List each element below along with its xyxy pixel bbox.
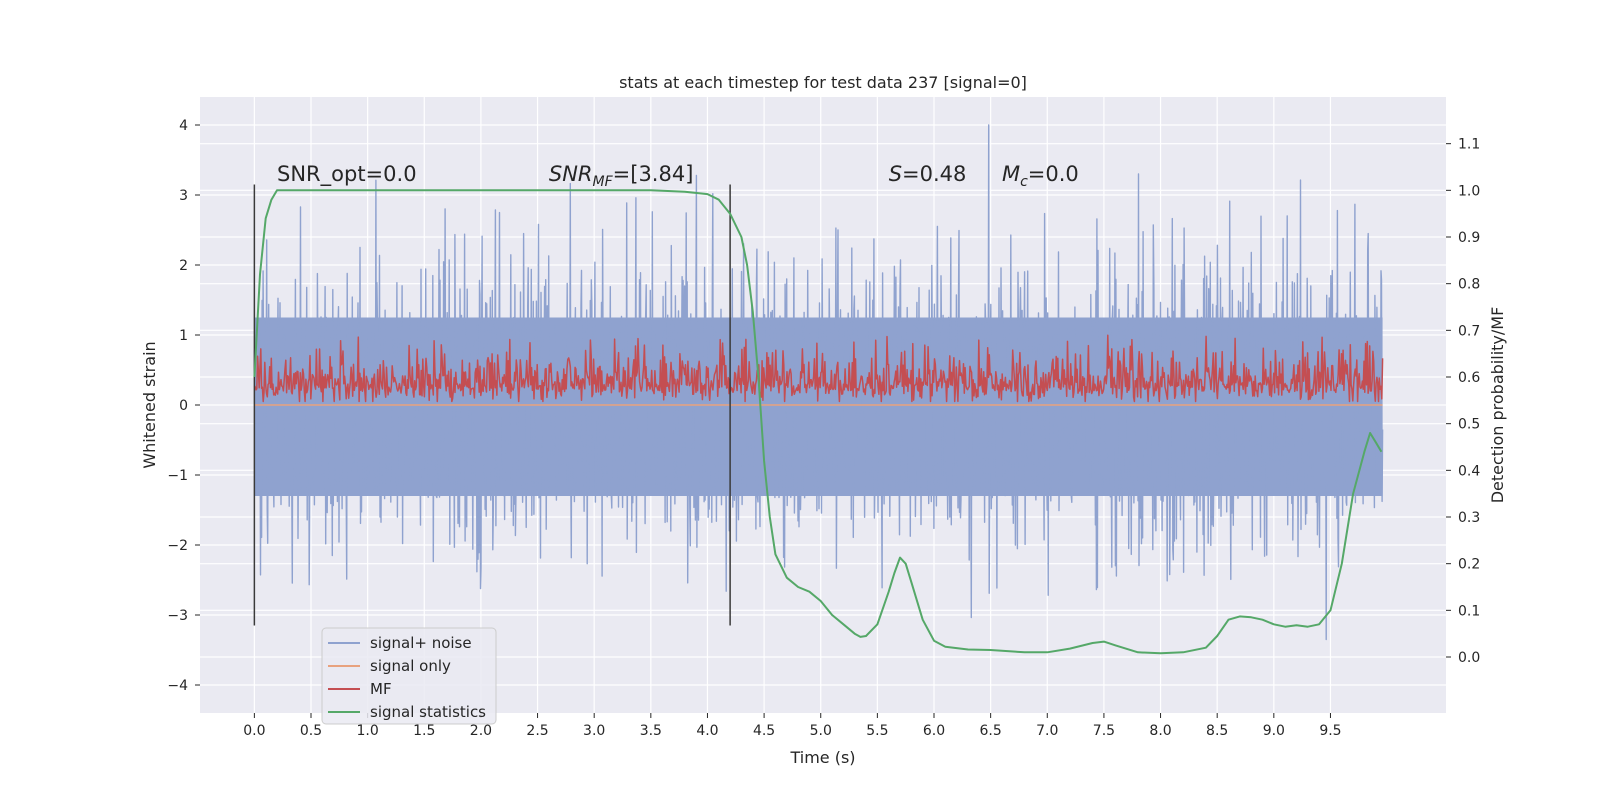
x-tick-label: 2.0: [470, 723, 492, 739]
legend: signal+ noise signal only MF signal statist…: [321, 627, 497, 725]
x-tick-label: 7.0: [1036, 723, 1058, 739]
y2-tick-label: 0.2: [1458, 557, 1480, 573]
y2-tick-label: 0.0: [1458, 650, 1480, 666]
chart-title: stats at each timestep for test data 237…: [619, 73, 1027, 92]
x-tick-label: 4.5: [753, 723, 775, 739]
x-tick-label: 0.0: [243, 723, 265, 739]
y2-tick-label: 0.8: [1458, 277, 1480, 293]
x-tick-label: 0.5: [300, 723, 322, 739]
y2-tick-label: 0.7: [1458, 323, 1480, 339]
y2-tick-label: 0.5: [1458, 417, 1480, 433]
y-tick-label: −2: [167, 538, 188, 554]
y-axis-ticks: −4 −3 −2 −1 0 1 2 3 4: [167, 118, 200, 694]
y2-tick-label: 0.6: [1458, 370, 1480, 386]
x-tick-label: 1.5: [413, 723, 435, 739]
x-tick-label: 5.0: [810, 723, 832, 739]
annotation-s-stat: S=0.48: [889, 162, 967, 186]
y-tick-label: −3: [167, 608, 188, 624]
x-tick-label: 8.0: [1149, 723, 1171, 739]
annotation-mc: Mc=0.0: [1002, 162, 1079, 190]
series-mf: [253, 334, 1384, 403]
x-tick-label: 4.0: [696, 723, 718, 739]
x-tick-label: 3.5: [640, 723, 662, 739]
y2-tick-label: 0.1: [1458, 603, 1480, 619]
x-tick-label: 8.5: [1206, 723, 1228, 739]
y-tick-label: −1: [167, 468, 188, 484]
y2-axis-ticks: 0.0 0.1 0.2 0.3 0.4 0.5 0.6 0.7 0.8 0.9 1.0 1.1: [1446, 137, 1480, 666]
x-axis-ticks: 0.0 0.5 1.0 1.5 2.0 2.5 3.0 3.5 4.0 4.5 5.0 5.5 6.0 6…: [243, 713, 1342, 739]
legend-label: signal only: [370, 657, 451, 675]
x-tick-label: 9.5: [1319, 723, 1341, 739]
y2-tick-label: 0.9: [1458, 230, 1480, 246]
y-tick-label: 2: [179, 258, 188, 274]
x-tick-label: 7.5: [1093, 723, 1115, 739]
y2-axis-label: Detection probability/MF: [1488, 307, 1507, 504]
legend-label: signal statistics: [370, 703, 486, 721]
y-tick-label: −4: [167, 678, 188, 694]
x-tick-label: 6.5: [980, 723, 1002, 739]
y2-tick-label: 1.0: [1458, 183, 1480, 199]
x-tick-label: 2.5: [526, 723, 548, 739]
y-tick-label: 4: [179, 118, 188, 134]
legend-label: signal+ noise: [370, 634, 472, 652]
annotation-snr-opt: SNR_opt=0.0: [277, 162, 417, 187]
series-signal-statistics: [253, 189, 1383, 655]
y-tick-label: 3: [179, 188, 188, 204]
y2-tick-label: 0.4: [1458, 463, 1480, 479]
annotations: SNR_opt=0.0 SNRMF=[3.84] S=0.48 Mc=0.0: [277, 162, 1079, 190]
y-tick-label: 1: [179, 328, 188, 344]
x-tick-label: 1.0: [357, 723, 379, 739]
series-signal-noise: [253, 124, 1384, 641]
x-axis-label: Time (s): [789, 748, 855, 767]
x-tick-label: 3.0: [583, 723, 605, 739]
y2-tick-label: 1.1: [1458, 137, 1480, 153]
annotation-snr-mf: SNRMF=[3.84]: [549, 162, 694, 190]
x-tick-label: 5.5: [866, 723, 888, 739]
y2-tick-label: 0.3: [1458, 510, 1480, 526]
x-tick-label: 9.0: [1263, 723, 1285, 739]
y-axis-label: Whitened strain: [140, 341, 159, 468]
data-layer: [253, 124, 1384, 655]
x-tick-label: 6.0: [923, 723, 945, 739]
y-tick-label: 0: [179, 398, 188, 414]
legend-box: [321, 627, 497, 725]
legend-label: MF: [370, 680, 392, 698]
